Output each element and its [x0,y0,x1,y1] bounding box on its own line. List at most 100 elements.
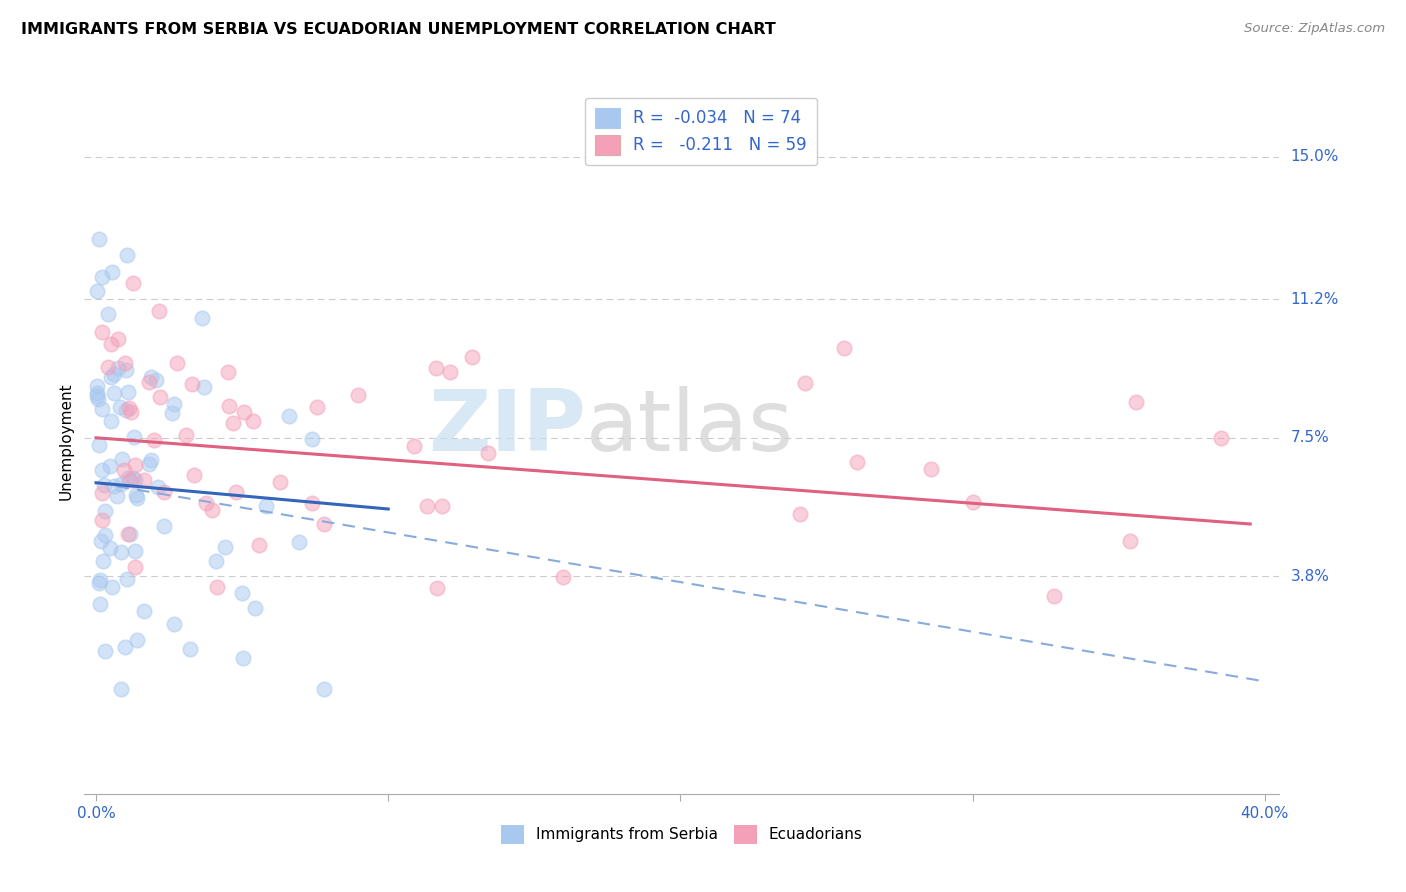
Point [416,499,439,513]
Point [242,413,264,427]
Point [346,388,368,402]
Point [124,544,146,558]
Point [93,477,115,491]
Point [301,432,323,446]
Point [218,400,240,414]
Point [134,604,156,618]
Point [89,597,111,611]
Point [110,545,132,559]
Point [1119,533,1142,548]
Point [117,385,139,400]
Point [115,248,138,262]
Y-axis label: Unemployment: Unemployment [58,383,73,500]
Point [146,480,169,494]
Point [103,367,125,381]
Point [114,356,136,370]
Point [962,494,984,508]
Point [160,407,183,421]
Point [86,379,108,393]
Point [110,476,132,491]
Point [277,409,299,423]
Point [105,490,128,504]
Point [179,641,201,656]
Point [107,332,129,346]
Point [191,311,214,326]
Text: 7.5%: 7.5% [1291,430,1329,445]
Text: 15.0%: 15.0% [1291,149,1339,164]
Point [87,575,110,590]
Point [205,580,228,594]
Point [114,403,136,417]
Point [101,580,124,594]
Point [832,341,855,355]
Point [152,485,174,500]
Point [145,374,167,388]
Point [138,375,160,389]
Point [225,484,247,499]
Text: 3.8%: 3.8% [1291,569,1330,584]
Point [288,535,311,549]
Point [193,380,215,394]
Point [201,503,224,517]
Point [100,414,122,428]
Point [148,304,170,318]
Point [97,359,120,374]
Point [426,581,449,595]
Point [103,386,125,401]
Text: Source: ZipAtlas.com: Source: ZipAtlas.com [1244,22,1385,36]
Point [124,473,146,487]
Point [301,496,323,510]
Point [94,528,117,542]
Point [163,397,186,411]
Point [107,360,129,375]
Point [120,473,142,487]
Point [204,554,226,568]
Point [553,570,575,584]
Point [139,453,162,467]
Point [152,519,174,533]
Point [163,616,186,631]
Point [103,479,125,493]
Point [87,438,110,452]
Point [125,491,148,505]
Point [124,458,146,473]
Point [94,504,117,518]
Point [221,416,243,430]
Point [217,365,239,379]
Point [90,463,112,477]
Text: IMMIGRANTS FROM SERBIA VS ECUADORIAN UNEMPLOYMENT CORRELATION CHART: IMMIGRANTS FROM SERBIA VS ECUADORIAN UNE… [21,22,776,37]
Point [87,392,110,406]
Point [254,499,277,513]
Point [98,541,121,555]
Point [243,601,266,615]
Point [183,468,205,483]
Point [1209,431,1232,445]
Legend: Immigrants from Serbia, Ecuadorians: Immigrants from Serbia, Ecuadorians [495,819,869,850]
Point [97,307,120,321]
Point [125,488,148,502]
Point [100,337,122,351]
Point [100,370,122,384]
Point [432,499,454,513]
Point [120,526,142,541]
Point [120,404,142,418]
Point [181,376,204,391]
Point [132,473,155,487]
Text: atlas: atlas [586,386,794,469]
Point [122,430,145,444]
Point [425,360,447,375]
Point [89,573,111,587]
Point [314,681,336,696]
Point [112,463,135,477]
Point [195,495,218,509]
Point [110,681,132,696]
Point [86,389,108,403]
Point [232,651,254,665]
Point [247,538,270,552]
Point [90,534,112,549]
Point [312,517,335,532]
Point [114,640,136,654]
Point [90,401,112,416]
Point [117,470,139,484]
Point [90,269,112,284]
